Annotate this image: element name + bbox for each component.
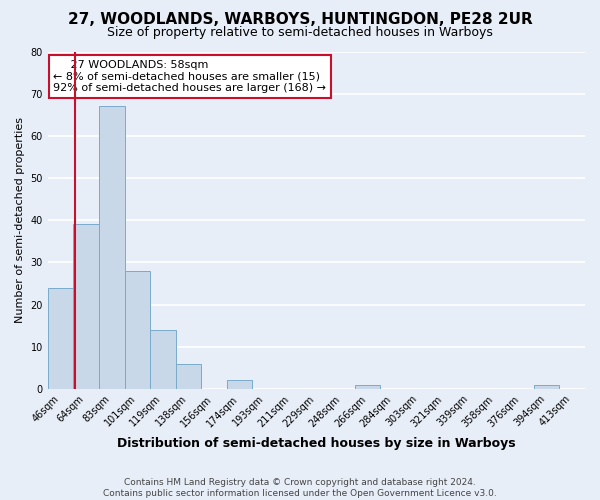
Text: 27 WOODLANDS: 58sqm
← 8% of semi-detached houses are smaller (15)
92% of semi-de: 27 WOODLANDS: 58sqm ← 8% of semi-detache…	[53, 60, 326, 93]
Bar	[150, 330, 176, 389]
Y-axis label: Number of semi-detached properties: Number of semi-detached properties	[15, 117, 25, 323]
Bar	[355, 384, 380, 389]
Bar	[227, 380, 253, 389]
Bar	[176, 364, 201, 389]
Bar	[534, 384, 559, 389]
Bar	[99, 106, 125, 389]
Bar	[48, 288, 73, 389]
Bar	[73, 224, 99, 389]
Text: 27, WOODLANDS, WARBOYS, HUNTINGDON, PE28 2UR: 27, WOODLANDS, WARBOYS, HUNTINGDON, PE28…	[68, 12, 532, 28]
Text: Contains HM Land Registry data © Crown copyright and database right 2024.
Contai: Contains HM Land Registry data © Crown c…	[103, 478, 497, 498]
X-axis label: Distribution of semi-detached houses by size in Warboys: Distribution of semi-detached houses by …	[117, 437, 516, 450]
Bar	[125, 271, 150, 389]
Text: Size of property relative to semi-detached houses in Warboys: Size of property relative to semi-detach…	[107, 26, 493, 39]
